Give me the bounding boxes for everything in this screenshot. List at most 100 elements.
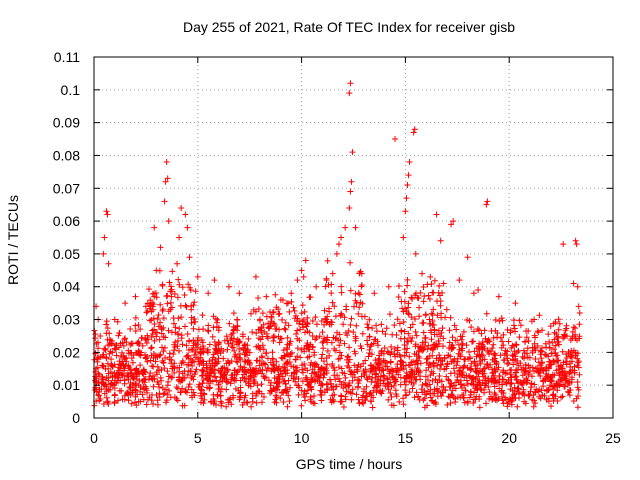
data-point [177,389,184,396]
x-tick-label: 25 [605,430,621,446]
data-point [534,342,541,349]
data-point [158,330,165,337]
data-point [430,360,437,367]
data-point [151,337,158,344]
data-point [345,382,352,389]
data-point [436,282,443,289]
data-point [170,320,177,327]
data-point [401,298,408,305]
data-point [146,317,153,324]
data-point [406,159,413,166]
data-point [268,388,275,395]
data-point [482,375,489,382]
data-point [235,387,242,394]
data-point [363,389,370,396]
data-point [294,345,301,352]
data-point [566,360,573,367]
data-point [557,376,564,383]
data-point [557,362,564,369]
data-point [459,340,466,347]
data-point [200,349,207,356]
data-point [369,365,376,372]
data-point [316,333,323,340]
data-point [143,401,150,408]
data-point [410,129,417,136]
data-point [428,329,435,336]
data-point [293,382,300,389]
data-point [550,320,557,327]
data-point [353,322,360,329]
data-point [102,365,109,372]
data-point [216,386,223,393]
data-point [142,335,149,342]
data-point [555,326,562,333]
data-point [96,388,103,395]
data-point [105,342,112,349]
data-point [398,327,405,334]
data-point [520,347,527,354]
data-point [215,340,222,347]
data-point [132,322,139,329]
data-point [111,392,118,399]
data-point [171,369,178,376]
data-point [445,393,452,400]
y-tick-label: 0.09 [53,115,80,131]
data-point [491,365,498,372]
data-point [333,250,340,257]
data-point [338,289,345,296]
data-point [293,331,300,338]
data-point [128,400,135,407]
data-point [348,315,355,322]
data-point [430,359,437,366]
data-point [392,365,399,372]
data-point [117,353,124,360]
data-point [447,314,454,321]
data-point [92,350,99,357]
data-point [380,372,387,379]
data-point [349,149,356,156]
data-point [422,312,429,319]
data-point [460,392,467,399]
data-point [531,397,538,404]
data-point [343,388,350,395]
data-point [522,362,529,369]
data-point [242,392,249,399]
data-point [329,363,336,370]
data-point [323,277,330,284]
data-point [347,259,354,266]
data-point [521,338,528,345]
data-point [514,349,521,356]
data-point [120,342,127,349]
data-point [340,403,347,410]
data-point [572,237,579,244]
data-point [520,388,527,395]
data-point [420,319,427,326]
data-point [499,338,506,345]
data-point [440,280,447,287]
data-point [408,359,415,366]
data-point [115,397,122,404]
data-point [171,347,178,354]
data-point [255,326,262,333]
data-point [344,354,351,361]
data-point [186,338,193,345]
data-point [399,359,406,366]
data-point [422,339,429,346]
data-point [356,291,363,298]
data-point [453,362,460,369]
data-point [355,361,362,368]
data-point [456,277,463,284]
data-point [158,344,165,351]
data-point [533,386,540,393]
data-point [199,380,206,387]
data-point [401,328,408,335]
data-point [523,350,530,357]
y-tick-label: 0.02 [53,344,80,360]
data-point [266,325,273,332]
data-point [513,341,520,348]
data-point [365,353,372,360]
data-point [121,377,128,384]
data-point [532,346,539,353]
data-point [294,277,301,284]
data-point [243,399,250,406]
